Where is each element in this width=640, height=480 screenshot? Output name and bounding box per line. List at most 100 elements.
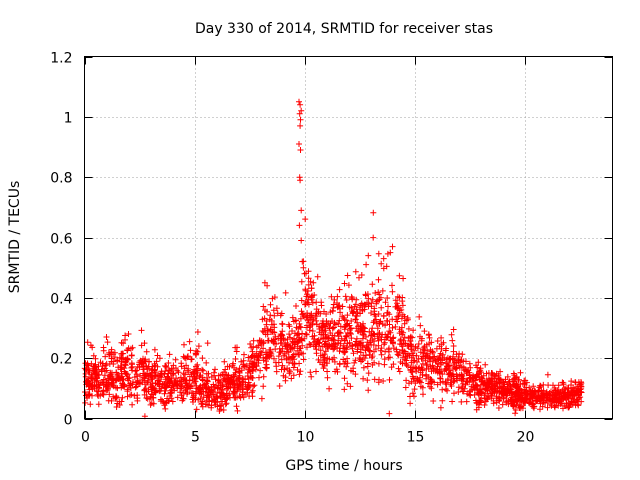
data-point	[341, 337, 348, 344]
data-point	[568, 378, 575, 385]
data-point	[341, 316, 348, 323]
data-point	[439, 371, 446, 378]
data-point	[409, 390, 416, 397]
data-point	[537, 382, 544, 389]
data-point	[344, 380, 351, 387]
data-point	[299, 311, 306, 318]
data-point	[439, 386, 446, 393]
data-point	[359, 307, 366, 314]
data-point	[356, 274, 362, 281]
data-point	[562, 393, 569, 400]
data-point	[182, 355, 189, 362]
data-point	[110, 358, 117, 365]
data-point	[134, 377, 141, 384]
data-point	[515, 377, 522, 383]
data-point	[365, 303, 372, 310]
data-point	[257, 367, 264, 374]
data-point	[296, 110, 303, 117]
data-point	[162, 387, 169, 394]
data-point	[333, 366, 340, 373]
data-point	[298, 207, 305, 214]
data-point	[398, 315, 405, 322]
data-point	[329, 325, 336, 332]
data-point	[425, 331, 432, 338]
data-point	[415, 355, 422, 362]
data-point	[313, 313, 320, 320]
data-point	[363, 333, 369, 340]
data-point	[181, 354, 188, 361]
data-point	[431, 353, 438, 360]
data-point	[265, 337, 272, 344]
data-point	[149, 384, 156, 391]
data-point	[149, 363, 156, 370]
data-point	[203, 397, 210, 404]
data-point	[345, 282, 352, 289]
data-point	[99, 379, 106, 386]
data-point	[241, 363, 247, 370]
data-point	[294, 366, 301, 373]
data-point	[320, 322, 327, 329]
data-point	[463, 358, 469, 365]
data-point	[168, 375, 175, 382]
data-point	[200, 377, 206, 384]
data-point	[230, 360, 237, 367]
data-point	[429, 378, 436, 385]
data-point	[239, 375, 246, 382]
data-point	[169, 398, 176, 405]
y-tick-label: 0.4	[50, 292, 72, 308]
data-point	[302, 287, 309, 294]
data-point	[260, 383, 267, 390]
data-point	[275, 353, 282, 360]
data-point	[322, 327, 329, 334]
data-point	[467, 364, 474, 371]
data-point	[141, 366, 147, 373]
data-point	[296, 98, 302, 105]
data-point	[571, 399, 578, 406]
data-point	[327, 320, 334, 327]
data-point	[413, 352, 420, 359]
data-point	[199, 355, 206, 362]
data-point	[313, 368, 319, 375]
data-point	[218, 403, 225, 410]
data-point	[440, 339, 447, 346]
data-point	[379, 331, 386, 338]
data-point	[250, 352, 256, 359]
data-point	[313, 317, 320, 324]
data-point	[264, 308, 270, 315]
data-point	[89, 386, 96, 392]
data-point	[352, 357, 359, 364]
data-point	[190, 390, 196, 397]
data-point	[287, 346, 294, 352]
data-point	[275, 359, 282, 366]
data-point	[367, 348, 374, 354]
data-point	[273, 368, 280, 375]
data-point	[408, 354, 415, 361]
data-point	[128, 352, 135, 359]
data-point	[105, 379, 112, 386]
data-point	[455, 389, 462, 395]
data-point	[396, 330, 403, 337]
data-point	[187, 382, 193, 389]
data-point	[304, 344, 310, 351]
data-point	[200, 388, 207, 395]
data-point	[186, 338, 193, 345]
data-point	[273, 305, 280, 312]
data-point	[379, 287, 386, 294]
data-point	[230, 373, 237, 380]
data-point	[509, 392, 516, 399]
data-point	[129, 363, 136, 370]
data-point	[558, 398, 564, 405]
data-point	[561, 390, 568, 397]
data-point	[430, 398, 437, 404]
data-point	[394, 302, 401, 309]
data-point	[119, 394, 126, 401]
data-point	[491, 382, 498, 389]
data-point	[236, 370, 243, 376]
data-point	[275, 335, 282, 342]
ticks: 0 0.2 0.4 0.6 0.8 1 1.2 0 5 10 15 20	[50, 51, 613, 446]
data-point	[102, 353, 109, 360]
data-point	[402, 360, 409, 367]
data-point	[150, 400, 157, 407]
data-point	[279, 362, 286, 369]
